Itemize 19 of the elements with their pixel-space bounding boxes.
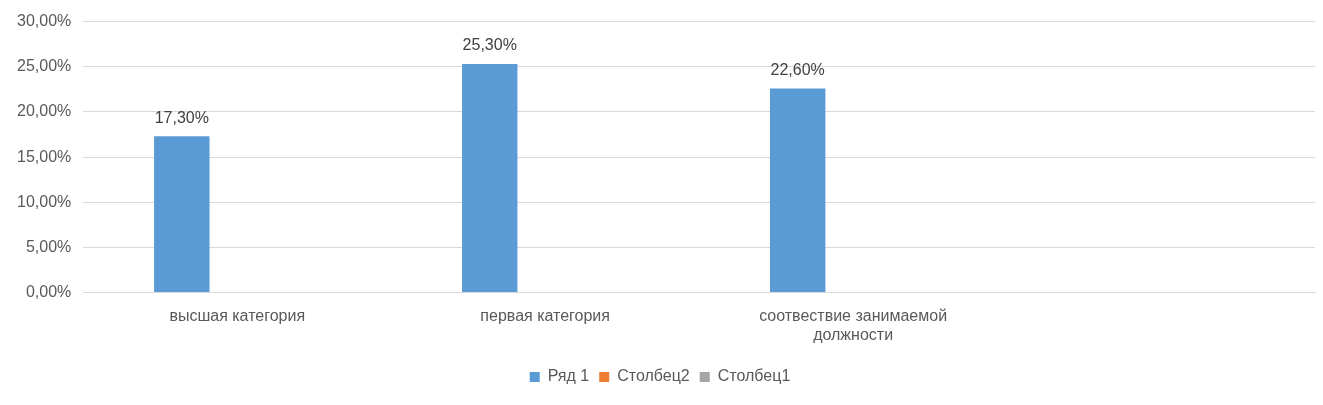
x-tick-label: соотвествие занимаемой должности bbox=[759, 306, 948, 343]
y-tick-label: 15,00% bbox=[17, 147, 72, 165]
bar bbox=[769, 88, 826, 293]
data-label: 25,30% bbox=[462, 36, 517, 54]
y-tick-label: 0,00% bbox=[25, 283, 72, 301]
y-tick-label: 10,00% bbox=[17, 192, 72, 210]
x-tick-label: первая категория bbox=[480, 306, 610, 324]
bar bbox=[154, 136, 210, 293]
y-tick-label: 30,00% bbox=[17, 12, 72, 30]
y-tick-label: 5,00% bbox=[25, 237, 72, 255]
legend-label: Ряд 1 bbox=[547, 367, 590, 385]
y-tick-label: 25,00% bbox=[17, 57, 72, 75]
data-label: 22,60% bbox=[770, 60, 825, 78]
bar bbox=[462, 64, 518, 293]
x-tick-label: высшая категория bbox=[169, 306, 306, 324]
legend-label: Столбец1 bbox=[717, 367, 791, 385]
data-label: 17,30% bbox=[154, 108, 209, 126]
y-tick-label: 20,00% bbox=[17, 102, 72, 120]
legend-label: Столбец2 bbox=[617, 367, 690, 385]
